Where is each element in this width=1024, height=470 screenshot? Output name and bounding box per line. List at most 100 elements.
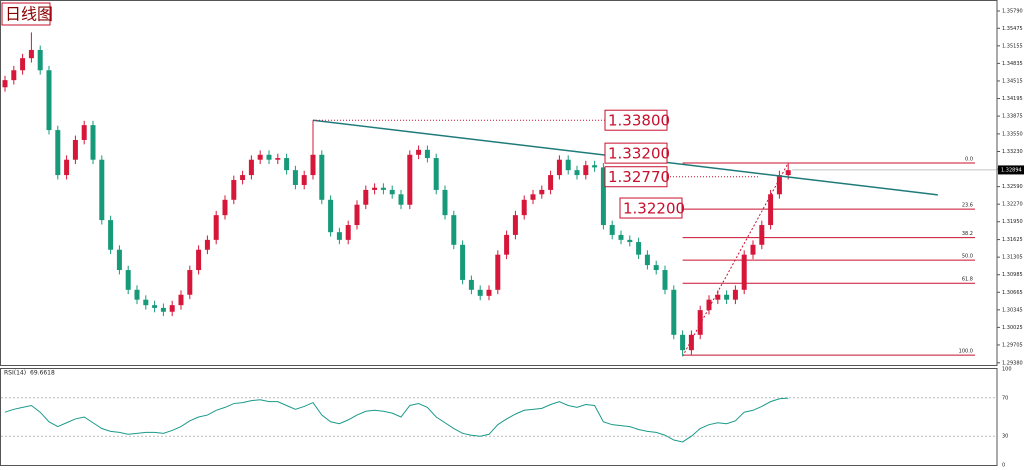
candle-body: [389, 189, 395, 195]
candle-body: [424, 149, 430, 159]
candle-body: [565, 159, 571, 171]
candle-body: [372, 187, 378, 190]
candle-body: [134, 289, 140, 300]
fib-label: 61.8: [962, 277, 973, 283]
rsi-tick-label: 100: [1002, 367, 1012, 373]
candle-body: [724, 294, 730, 300]
candle-body: [2, 80, 8, 88]
candle-body: [248, 159, 254, 176]
candle-body: [196, 249, 202, 271]
annotation-box: [604, 109, 668, 131]
y-tick-label: 1.32590: [1002, 184, 1023, 190]
y-tick-label: 1.33230: [1002, 149, 1023, 155]
annotation-label: 1.33800: [608, 112, 670, 130]
candle-body: [319, 154, 325, 200]
candle-body: [99, 159, 105, 221]
candle-body: [495, 254, 501, 290]
candle-body: [662, 270, 668, 290]
candle-body: [90, 125, 96, 160]
candle-body: [257, 154, 263, 160]
candle-body: [671, 289, 677, 335]
candle-body: [592, 165, 598, 168]
candle-body: [266, 154, 272, 160]
candle-body: [776, 175, 782, 195]
candle-body: [627, 239, 633, 243]
candle-body: [20, 58, 26, 71]
candle-body: [116, 249, 122, 271]
main-panel: [0, 0, 998, 366]
candle-body: [460, 244, 466, 280]
candle-body: [680, 334, 686, 351]
candle-body: [653, 265, 659, 271]
candle-body: [486, 289, 492, 296]
candle-body: [442, 189, 448, 216]
candle-body: [345, 225, 351, 240]
candle-body: [160, 307, 166, 312]
y-tick-label: 1.35790: [1002, 8, 1023, 14]
annotation-box: [604, 166, 668, 188]
candle-body: [363, 189, 369, 205]
fib-label: 0.0: [965, 157, 973, 163]
annotation-label: 1.33200: [608, 145, 670, 163]
candle-body: [732, 289, 738, 300]
candle-body: [583, 165, 589, 176]
candle-body: [468, 279, 474, 290]
y-tick-label: 1.33875: [1002, 114, 1023, 120]
candle-body: [416, 149, 422, 155]
candle-body: [759, 225, 765, 245]
y-tick-label: 1.35155: [1002, 43, 1023, 49]
y-tick-label: 1.30985: [1002, 272, 1023, 278]
candle-body: [231, 180, 237, 200]
y-tick-label: 1.30345: [1002, 307, 1023, 313]
candle-body: [328, 199, 334, 233]
candle-body: [125, 270, 131, 290]
candle-body: [530, 194, 536, 200]
candle-body: [37, 49, 43, 71]
y-tick-label: 1.29705: [1002, 342, 1023, 348]
candle-body: [539, 189, 545, 195]
candle-body: [284, 158, 290, 171]
y-tick-label: 1.31625: [1002, 237, 1023, 243]
candle-body: [433, 158, 439, 190]
candle-body: [292, 170, 298, 185]
candle-body: [72, 139, 78, 160]
current-price-label: 1.32894: [1001, 167, 1022, 173]
candle-body: [574, 170, 580, 176]
candle-body: [275, 158, 281, 160]
candle-body: [706, 299, 712, 311]
y-tick-label: 1.34835: [1002, 61, 1023, 67]
candle-body: [213, 215, 219, 240]
candle-body: [398, 194, 404, 205]
candle-body: [556, 159, 562, 176]
rsi-panel: [0, 368, 998, 466]
candle-body: [697, 310, 703, 335]
candle-body: [310, 154, 316, 176]
candle-body: [336, 232, 342, 240]
candle-body: [609, 225, 615, 235]
rsi-tick-label: 0: [1002, 463, 1005, 469]
fib-label: 50.0: [962, 254, 973, 260]
candle-body: [644, 254, 650, 266]
y-tick-label: 1.35475: [1002, 26, 1023, 32]
candle-body: [11, 70, 17, 81]
y-tick-label: 1.34515: [1002, 78, 1023, 84]
candle-body: [768, 194, 774, 226]
candle-body: [715, 294, 721, 300]
candle-body: [512, 215, 518, 235]
candle-body: [222, 199, 228, 216]
y-tick-label: 1.33550: [1002, 131, 1023, 137]
title-box: [1, 2, 51, 26]
candle-body: [451, 215, 457, 245]
y-tick-label: 1.34195: [1002, 96, 1023, 102]
candle-body: [741, 254, 747, 290]
candle-body: [407, 154, 413, 205]
annotation-label: 1.32770: [608, 168, 670, 186]
candle-body: [55, 130, 61, 176]
candle-body: [548, 175, 554, 190]
annotation-label: 1.32200: [623, 200, 685, 218]
candle-body: [477, 289, 483, 296]
y-tick-label: 1.29380: [1002, 360, 1023, 366]
candle-body: [785, 170, 791, 176]
candle-body: [204, 239, 210, 250]
fib-label: 23.6: [962, 203, 973, 209]
